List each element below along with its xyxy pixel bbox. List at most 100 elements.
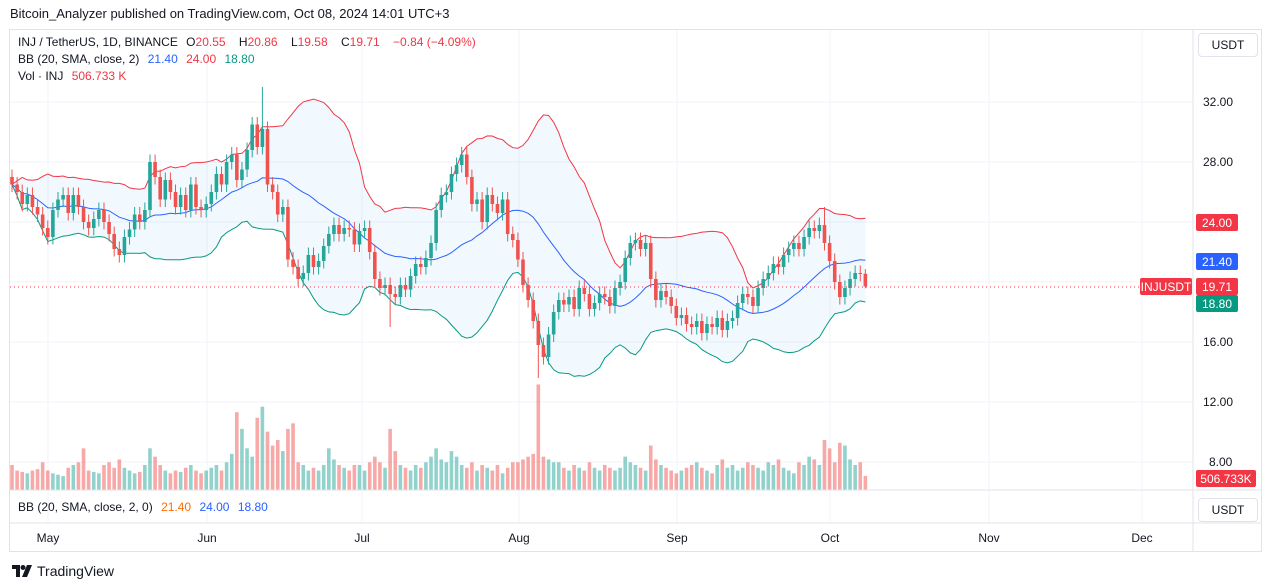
volume-label[interactable]: Vol · INJ bbox=[18, 69, 64, 83]
volume-bar bbox=[413, 465, 418, 490]
candle-body bbox=[10, 177, 14, 185]
volume-bar bbox=[521, 459, 525, 490]
volume-bar bbox=[316, 470, 321, 490]
candle-body bbox=[444, 192, 449, 195]
lower-currency-unit-button[interactable]: USDT bbox=[1198, 498, 1258, 522]
bb-legend[interactable]: BB (20, SMA, close, 2) 21.40 24.00 18.80 bbox=[18, 52, 260, 66]
volume-bar bbox=[858, 462, 863, 490]
candle-body bbox=[613, 288, 617, 306]
volume-bar bbox=[235, 412, 239, 490]
candle-body bbox=[102, 210, 106, 222]
volume-bar bbox=[194, 470, 198, 490]
candle-body bbox=[71, 195, 76, 213]
candle-body bbox=[388, 285, 392, 294]
symbol-price-tag: INJUSDT bbox=[1140, 278, 1192, 295]
volume-bar bbox=[827, 448, 832, 490]
volume-bar bbox=[618, 467, 622, 490]
candle-body bbox=[526, 285, 530, 300]
lower-pane-legend[interactable]: BB (20, SMA, close, 2, 0) 21.40 24.00 18… bbox=[18, 500, 273, 514]
volume-bar bbox=[97, 473, 101, 490]
candle-body bbox=[689, 324, 694, 327]
volume-bar bbox=[107, 462, 111, 490]
candle-body bbox=[756, 288, 760, 306]
candle-body bbox=[143, 210, 147, 222]
candle-body bbox=[321, 246, 326, 261]
bb-label[interactable]: BB (20, SMA, close, 2) bbox=[18, 52, 140, 66]
candle-body bbox=[638, 240, 643, 249]
candle-body bbox=[817, 225, 822, 231]
volume-bar bbox=[781, 467, 786, 490]
candle-body bbox=[679, 315, 684, 318]
candle-body bbox=[286, 207, 290, 260]
candle-body bbox=[158, 177, 162, 200]
candle-body bbox=[429, 243, 433, 258]
volume-bar bbox=[786, 470, 791, 490]
volume-bar bbox=[61, 476, 65, 490]
volume-bar bbox=[240, 428, 244, 490]
volume-bar bbox=[628, 462, 633, 490]
volume-bar bbox=[378, 462, 382, 490]
volume-bar bbox=[720, 459, 725, 490]
time-label: Aug bbox=[508, 531, 530, 545]
volume-bar bbox=[710, 473, 714, 490]
volume-bar bbox=[301, 465, 306, 490]
volume-bar bbox=[178, 471, 183, 490]
volume-bar bbox=[388, 428, 392, 490]
volume-bar bbox=[199, 473, 203, 490]
candle-body bbox=[311, 255, 316, 267]
volume-bar bbox=[183, 467, 188, 490]
publish-info: Bitcoin_Analyzer published on TradingVie… bbox=[10, 6, 450, 21]
candle-body bbox=[107, 222, 111, 234]
candle-body bbox=[582, 288, 587, 294]
lower-bb-label[interactable]: BB (20, SMA, close, 2, 0) bbox=[18, 500, 153, 514]
volume-bar bbox=[291, 423, 295, 490]
candle-body bbox=[480, 199, 484, 222]
candle-body bbox=[117, 249, 122, 255]
candle-body bbox=[439, 195, 444, 210]
candle-body bbox=[694, 321, 699, 327]
candle-body bbox=[112, 234, 116, 249]
candle-body bbox=[275, 192, 280, 215]
candle-body bbox=[700, 321, 704, 333]
volume-bar bbox=[35, 469, 40, 490]
volume-legend[interactable]: Vol · INJ 506.733 K bbox=[18, 69, 131, 83]
currency-unit-button[interactable]: USDT bbox=[1198, 33, 1258, 57]
candle-body bbox=[35, 207, 40, 215]
candle-body bbox=[378, 279, 382, 288]
candle-body bbox=[751, 297, 755, 306]
volume-bar bbox=[822, 440, 827, 490]
volume-bar bbox=[158, 465, 162, 490]
volume-bar bbox=[214, 465, 219, 490]
candle-body bbox=[281, 207, 285, 215]
volume-bar bbox=[648, 445, 653, 490]
bb-basis-line bbox=[11, 177, 866, 315]
candle-body bbox=[219, 174, 224, 185]
volume-bar bbox=[843, 445, 847, 490]
price-tick: 32.00 bbox=[1203, 95, 1234, 109]
volume-bar bbox=[281, 451, 285, 490]
bb-upper-price-label: 24.00 bbox=[1196, 214, 1238, 231]
volume-bar bbox=[746, 462, 750, 490]
volume-bar bbox=[602, 465, 607, 490]
volume-bar bbox=[643, 470, 648, 490]
volume-bar bbox=[163, 470, 168, 490]
volume-bar bbox=[10, 465, 14, 490]
volume-bar bbox=[587, 462, 592, 490]
volume-bar bbox=[40, 462, 45, 490]
volume-bar bbox=[255, 417, 260, 490]
symbol-name[interactable]: INJ / TetherUS, 1D, BINANCE bbox=[18, 35, 178, 49]
tradingview-logo[interactable]: TradingView bbox=[12, 563, 114, 579]
candle-body bbox=[541, 345, 546, 357]
volume-bar bbox=[812, 459, 817, 490]
time-label: Jul bbox=[354, 531, 370, 545]
volume-bar bbox=[352, 465, 357, 490]
volume-bar bbox=[393, 451, 398, 490]
candle-body bbox=[265, 129, 270, 185]
candle-body bbox=[669, 297, 673, 306]
bollinger-bands bbox=[11, 98, 866, 377]
candle-body bbox=[827, 243, 832, 261]
symbol-legend[interactable]: INJ / TetherUS, 1D, BINANCE O20.55 H20.8… bbox=[18, 35, 481, 49]
candle-body bbox=[858, 273, 863, 274]
volume-bar bbox=[91, 471, 96, 490]
